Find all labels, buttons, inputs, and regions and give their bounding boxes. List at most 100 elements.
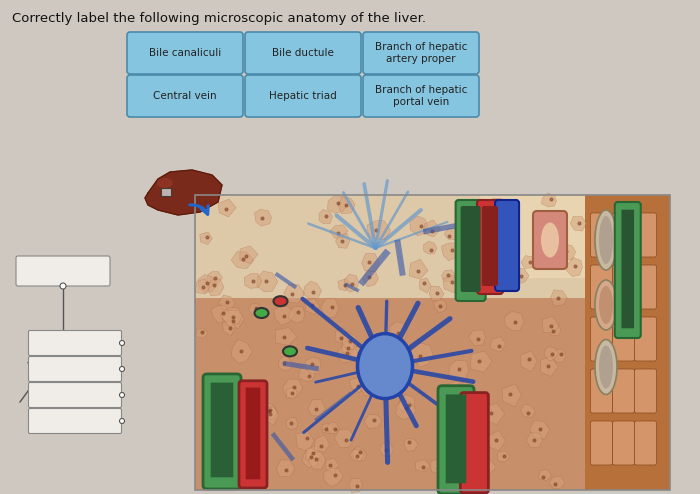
Polygon shape — [461, 270, 482, 287]
Polygon shape — [366, 370, 381, 382]
Ellipse shape — [599, 286, 613, 324]
Polygon shape — [274, 305, 295, 326]
Polygon shape — [415, 459, 430, 472]
Polygon shape — [322, 423, 333, 434]
Polygon shape — [304, 298, 320, 315]
Polygon shape — [379, 442, 393, 457]
Polygon shape — [461, 380, 474, 394]
Polygon shape — [468, 330, 486, 345]
Polygon shape — [288, 306, 305, 323]
Polygon shape — [399, 395, 415, 413]
Polygon shape — [362, 253, 379, 272]
Polygon shape — [218, 394, 236, 408]
FancyBboxPatch shape — [456, 200, 486, 301]
Polygon shape — [306, 446, 322, 462]
Polygon shape — [338, 279, 351, 291]
Polygon shape — [314, 435, 330, 453]
Polygon shape — [442, 270, 456, 282]
Polygon shape — [218, 199, 236, 217]
Polygon shape — [207, 280, 224, 296]
Ellipse shape — [595, 210, 617, 270]
Polygon shape — [265, 406, 278, 420]
Polygon shape — [349, 377, 364, 393]
Polygon shape — [473, 204, 488, 222]
Polygon shape — [303, 281, 321, 299]
Polygon shape — [444, 381, 468, 404]
Ellipse shape — [255, 308, 269, 318]
FancyBboxPatch shape — [612, 213, 634, 257]
Polygon shape — [473, 476, 491, 492]
FancyBboxPatch shape — [533, 211, 567, 269]
Polygon shape — [424, 241, 437, 254]
Polygon shape — [321, 298, 340, 318]
Polygon shape — [326, 458, 339, 472]
Polygon shape — [442, 405, 457, 417]
Polygon shape — [404, 438, 418, 451]
Polygon shape — [145, 170, 222, 215]
Polygon shape — [296, 432, 314, 452]
Ellipse shape — [358, 333, 412, 399]
Polygon shape — [353, 446, 367, 460]
FancyBboxPatch shape — [203, 374, 241, 489]
FancyBboxPatch shape — [612, 421, 634, 465]
FancyBboxPatch shape — [211, 382, 233, 477]
Polygon shape — [542, 193, 557, 207]
Polygon shape — [242, 414, 256, 428]
Polygon shape — [319, 209, 332, 223]
FancyBboxPatch shape — [612, 317, 634, 361]
FancyBboxPatch shape — [495, 200, 519, 291]
FancyBboxPatch shape — [591, 369, 612, 413]
Polygon shape — [549, 476, 565, 489]
Polygon shape — [395, 399, 416, 419]
FancyBboxPatch shape — [438, 386, 474, 494]
Polygon shape — [548, 324, 561, 335]
Polygon shape — [260, 403, 277, 419]
Polygon shape — [229, 463, 251, 483]
Polygon shape — [530, 420, 550, 439]
Polygon shape — [375, 362, 390, 374]
Polygon shape — [344, 274, 358, 292]
Polygon shape — [429, 286, 444, 300]
Polygon shape — [410, 259, 428, 279]
Polygon shape — [566, 257, 582, 277]
Polygon shape — [539, 469, 552, 481]
Polygon shape — [363, 270, 378, 287]
Polygon shape — [211, 305, 229, 324]
FancyBboxPatch shape — [634, 265, 657, 309]
Polygon shape — [540, 357, 559, 376]
Polygon shape — [276, 460, 295, 477]
Ellipse shape — [283, 346, 297, 356]
Polygon shape — [559, 244, 575, 260]
Ellipse shape — [599, 345, 613, 388]
FancyBboxPatch shape — [363, 75, 479, 117]
Polygon shape — [545, 346, 558, 361]
Polygon shape — [484, 403, 505, 425]
Polygon shape — [330, 225, 348, 238]
Polygon shape — [504, 311, 524, 331]
Polygon shape — [257, 271, 278, 292]
Polygon shape — [327, 422, 339, 434]
Ellipse shape — [599, 216, 613, 264]
Polygon shape — [335, 233, 350, 248]
Polygon shape — [206, 272, 223, 286]
FancyBboxPatch shape — [245, 32, 361, 74]
Polygon shape — [430, 457, 448, 474]
Polygon shape — [349, 347, 365, 362]
Ellipse shape — [541, 222, 559, 257]
FancyBboxPatch shape — [245, 75, 361, 117]
Polygon shape — [535, 227, 550, 241]
FancyBboxPatch shape — [477, 200, 503, 294]
Polygon shape — [286, 418, 298, 429]
Polygon shape — [240, 246, 258, 263]
Polygon shape — [447, 423, 468, 441]
Polygon shape — [279, 356, 293, 371]
FancyBboxPatch shape — [634, 369, 657, 413]
FancyBboxPatch shape — [622, 209, 634, 329]
Text: Correctly label the following microscopic anatomy of the liver.: Correctly label the following microscopi… — [12, 12, 426, 25]
Polygon shape — [465, 239, 484, 260]
Polygon shape — [498, 451, 510, 462]
Text: Central vein: Central vein — [153, 91, 217, 101]
Polygon shape — [470, 351, 492, 372]
Polygon shape — [551, 290, 567, 306]
FancyBboxPatch shape — [127, 32, 243, 74]
